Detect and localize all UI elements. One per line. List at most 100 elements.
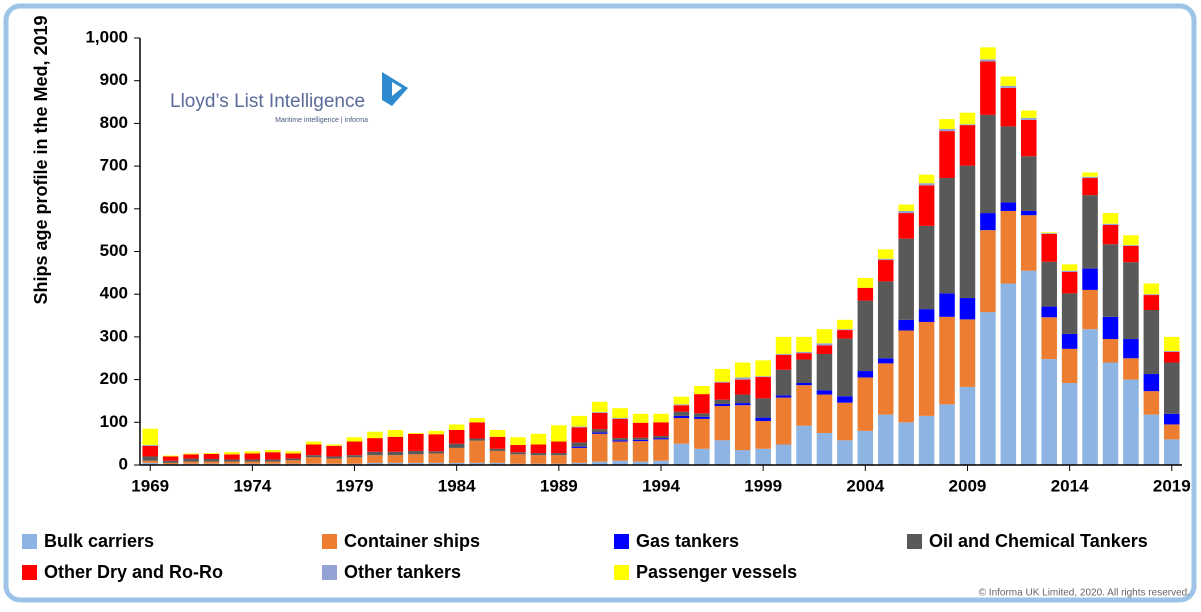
bar-segment [877, 249, 894, 259]
bar-segment [898, 330, 914, 423]
bar-segment [877, 414, 894, 465]
legend-swatch [322, 565, 337, 580]
bar-segment [959, 386, 976, 465]
bar-segment [1041, 261, 1057, 307]
bar-segment [183, 461, 199, 464]
bar-segment [346, 441, 363, 456]
bar-segment [898, 238, 914, 320]
bar-segment [162, 462, 179, 465]
bar-segment [489, 462, 506, 465]
bar-segment [612, 408, 628, 419]
bar-segment [571, 447, 588, 463]
y-tick-label: 1,000 [85, 27, 128, 46]
bar-segment [980, 47, 996, 60]
bar-segment [244, 451, 261, 454]
bar-segment [571, 446, 588, 448]
bar-segment [632, 437, 649, 440]
bar-segment [142, 456, 158, 461]
bar-segment [1102, 244, 1119, 317]
bar-segment [305, 441, 322, 445]
bar-segment [428, 453, 445, 463]
bar-segment [694, 416, 710, 419]
bar-segment [448, 447, 465, 463]
bar-segment [1164, 351, 1180, 363]
bar-segment [530, 453, 547, 456]
bar-segment [367, 455, 383, 463]
frame [3, 3, 1197, 603]
bar-segment [1102, 316, 1119, 340]
bar-segment [571, 442, 588, 447]
bar-segment [898, 210, 914, 214]
bar-segment [734, 405, 751, 451]
bar-segment [755, 360, 771, 377]
bar-segment [959, 165, 976, 299]
bar-segment [898, 204, 914, 211]
bar-segment [265, 461, 281, 464]
bar-segment [714, 399, 731, 404]
bar-segment [203, 453, 220, 460]
bar-segment [939, 316, 955, 405]
bar-segment [326, 444, 342, 446]
bar-segment [857, 430, 874, 465]
logo-box [160, 68, 410, 128]
y-tick-label: 800 [100, 113, 128, 132]
bar-segment [918, 309, 935, 322]
bar-segment [1021, 110, 1037, 118]
bar-segment [837, 330, 853, 339]
bar-segment [162, 455, 179, 457]
bar-segment [305, 457, 322, 464]
bar-segment [591, 401, 608, 413]
bar-segment [510, 444, 526, 453]
bar-segment [1041, 317, 1057, 360]
bar-segment [755, 398, 771, 418]
bar-segment [775, 397, 792, 445]
bar-segment [939, 131, 955, 179]
bar-segment [1061, 271, 1078, 294]
bar-segment [653, 439, 669, 461]
bar-segment [959, 319, 976, 387]
legend-label: Oil and Chemical Tankers [929, 531, 1148, 551]
bar-segment [265, 459, 281, 462]
y-tick-label: 0 [119, 454, 128, 473]
bar-segment [387, 455, 404, 463]
legend-label: Passenger vessels [636, 562, 797, 582]
x-tick-label: 2009 [949, 476, 987, 495]
legend-swatch [322, 534, 337, 549]
bar-segment [346, 437, 363, 442]
bar-segment [469, 418, 485, 423]
bar-segment [612, 440, 628, 442]
bar-segment [305, 444, 322, 456]
legend-swatch [22, 565, 37, 580]
bar-segment [796, 353, 812, 360]
y-tick-label: 600 [100, 198, 128, 217]
bar-segment [224, 459, 240, 462]
y-tick-label: 300 [100, 326, 128, 345]
copyright: © Informa UK Limited, 2020. All rights r… [979, 588, 1190, 599]
bar-segment [244, 461, 261, 464]
bar-segment [1082, 176, 1098, 179]
bar-segment [224, 461, 240, 464]
bar-segment [387, 451, 404, 456]
bar-segment [1164, 362, 1180, 414]
bar-segment [142, 462, 158, 465]
bar-segment [980, 230, 996, 313]
bar-segment [1082, 329, 1098, 465]
bar-segment [816, 329, 833, 344]
bar-segment [694, 394, 710, 414]
bar-segment [939, 178, 955, 294]
bar-segment [1000, 210, 1017, 284]
bar-segment [285, 453, 301, 459]
bar-segment [1061, 293, 1078, 334]
bar-segment [837, 440, 853, 465]
bar-segment [285, 451, 301, 454]
bar-segment [265, 450, 281, 453]
bar-segment [673, 405, 690, 412]
bar-segment [244, 453, 261, 460]
bar-segment [142, 445, 158, 457]
bar-segment [775, 354, 792, 370]
bar-segment [694, 386, 710, 395]
legend-label: Container ships [344, 531, 480, 551]
bar-segment [714, 403, 731, 407]
bar-segment [387, 429, 404, 437]
